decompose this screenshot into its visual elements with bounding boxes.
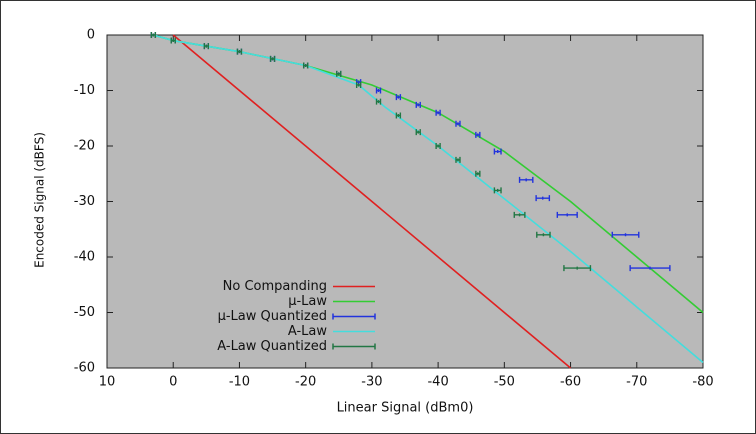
x-tick-label: -50 (494, 375, 515, 390)
error-bar (170, 37, 176, 44)
legend-label: A-Law (288, 324, 328, 339)
x-tick-label: -80 (692, 375, 713, 390)
plot-area (106, 34, 704, 369)
error-bar (269, 55, 276, 62)
error-bar (375, 87, 382, 94)
error-bar (150, 32, 157, 38)
error-bar (556, 211, 578, 218)
y-tick-label: -60 (74, 361, 95, 376)
error-bar (415, 101, 421, 108)
legend-swatch (332, 313, 376, 320)
x-tick-label: -30 (361, 375, 382, 390)
x-tick-label: -40 (427, 375, 448, 390)
error-bar (475, 170, 481, 177)
error-bar (415, 129, 421, 136)
error-bar (563, 265, 592, 272)
legend-label: µ-Law Quantized (218, 309, 327, 324)
error-bar (475, 131, 481, 138)
error-bar (493, 187, 502, 194)
series-line (172, 34, 572, 369)
error-bar (455, 156, 461, 163)
y-tick-label: -50 (74, 305, 95, 320)
error-bar (302, 62, 309, 69)
y-tick-label: -20 (74, 139, 95, 154)
y-axis-label: Encoded Signal (dBFS) (33, 132, 47, 268)
error-bar (455, 120, 461, 127)
y-tick-label: 0 (87, 28, 95, 43)
error-bar (629, 265, 671, 272)
error-bar (336, 70, 342, 77)
x-tick-label: 0 (169, 375, 177, 390)
x-tick-label: 10 (99, 375, 116, 390)
error-bar (493, 148, 502, 155)
legend-swatch (332, 343, 376, 350)
error-bar (435, 109, 441, 116)
error-bar (518, 176, 534, 183)
error-bar (203, 43, 210, 50)
error-bar (395, 112, 402, 119)
error-bar (435, 143, 441, 149)
y-tick-label: -10 (74, 83, 95, 98)
x-tick-label: -20 (295, 375, 316, 390)
error-bar (355, 81, 362, 88)
x-tick-label: -10 (229, 375, 250, 390)
error-bar (611, 231, 640, 238)
x-axis-label: Linear Signal (dBm0) (337, 401, 474, 416)
legend-label: No Companding (223, 279, 327, 294)
error-bar (535, 195, 551, 202)
x-tick-label: -70 (626, 375, 647, 390)
error-bar (375, 98, 382, 105)
error-bar (536, 231, 551, 238)
y-tick-label: -30 (74, 194, 95, 209)
error-bar (236, 48, 243, 55)
legend-label: A-Law Quantized (217, 339, 327, 354)
y-tick-label: -40 (74, 250, 95, 265)
error-bar (395, 94, 402, 101)
legend-label: µ-Law (288, 294, 327, 309)
error-bar (513, 211, 526, 218)
x-tick-label: -60 (560, 375, 581, 390)
